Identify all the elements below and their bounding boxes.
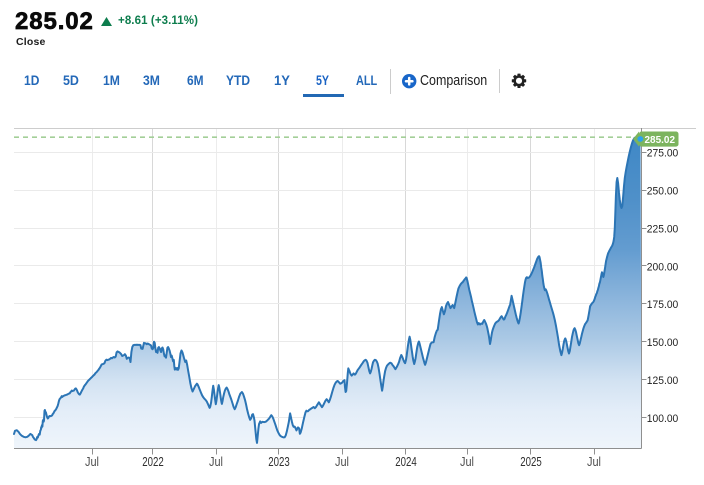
- svg-text:100.00: 100.00: [647, 413, 679, 425]
- svg-text:125.00: 125.00: [647, 375, 679, 387]
- svg-text:225.00: 225.00: [647, 224, 679, 236]
- svg-text:Jul: Jul: [85, 454, 99, 469]
- svg-text:2025: 2025: [520, 454, 542, 469]
- svg-text:Jul: Jul: [460, 454, 474, 469]
- svg-text:285.02: 285.02: [645, 135, 676, 146]
- svg-text:275.00: 275.00: [647, 148, 679, 160]
- svg-text:175.00: 175.00: [647, 299, 679, 311]
- svg-text:2022: 2022: [142, 454, 164, 469]
- svg-text:Jul: Jul: [209, 454, 223, 469]
- svg-text:250.00: 250.00: [647, 186, 679, 198]
- svg-text:Jul: Jul: [335, 454, 349, 469]
- svg-text:2023: 2023: [268, 454, 290, 469]
- svg-text:200.00: 200.00: [647, 261, 679, 273]
- svg-text:2024: 2024: [395, 454, 417, 469]
- svg-text:150.00: 150.00: [647, 337, 679, 349]
- svg-text:Jul: Jul: [587, 454, 601, 469]
